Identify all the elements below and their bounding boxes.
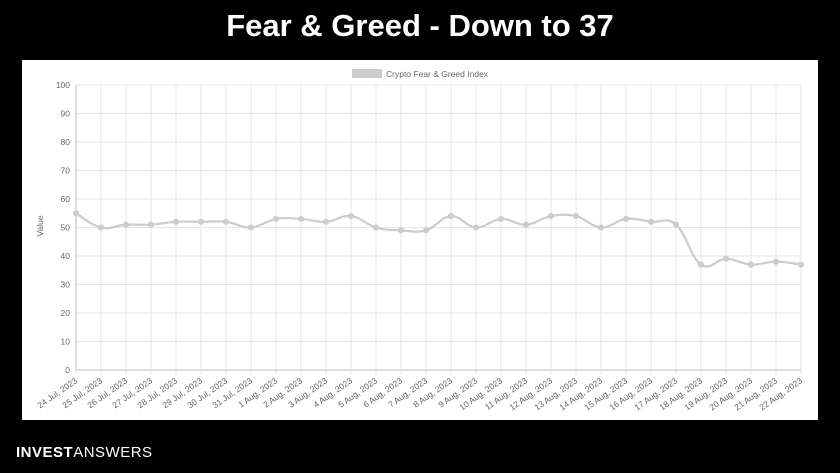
y-tick-label: 100 — [56, 80, 70, 90]
grid-layer — [75, 84, 802, 374]
data-point[interactable] — [272, 215, 280, 223]
data-point[interactable] — [647, 218, 655, 225]
y-tick-label: 50 — [61, 223, 71, 233]
y-tick-label: 90 — [61, 109, 71, 119]
y-axis-title: Value — [35, 215, 45, 236]
data-point[interactable] — [422, 227, 430, 234]
legend-swatch — [352, 69, 382, 78]
data-point[interactable] — [747, 261, 755, 268]
data-point[interactable] — [397, 227, 405, 234]
data-point[interactable] — [472, 224, 480, 231]
data-point[interactable] — [622, 215, 630, 223]
data-point[interactable] — [447, 213, 455, 220]
brand-part-answers: ANSWERS — [73, 444, 153, 461]
brand-part-invest: INVEST — [16, 444, 74, 461]
data-point[interactable] — [122, 221, 130, 228]
data-point[interactable] — [247, 224, 255, 231]
data-point[interactable] — [172, 218, 180, 225]
data-point[interactable] — [72, 210, 80, 217]
data-point[interactable] — [322, 218, 330, 225]
data-point[interactable] — [347, 213, 355, 220]
brand-logo: INVESTANSWERS — [16, 444, 153, 462]
slide-title: Fear & Greed - Down to 37 — [226, 8, 614, 43]
legend-label: Crypto Fear & Greed Index — [386, 69, 489, 79]
data-point[interactable] — [572, 213, 580, 220]
chart-panel: 0 10 20 30 40 50 60 70 80 90 100 24 Jul, 2023 25 Jul… — [22, 60, 818, 420]
data-point[interactable] — [547, 213, 555, 220]
data-point[interactable] — [672, 221, 680, 228]
data-point[interactable] — [297, 215, 305, 223]
data-point[interactable] — [722, 255, 730, 262]
y-tick-label: 20 — [61, 308, 71, 318]
legend: Crypto Fear & Greed Index — [352, 69, 489, 79]
y-tick-label: 30 — [61, 280, 71, 290]
y-tick-label: 0 — [65, 365, 70, 375]
series-layer — [72, 210, 805, 268]
data-point[interactable] — [772, 258, 780, 265]
data-point[interactable] — [797, 261, 805, 268]
data-point[interactable] — [372, 224, 380, 231]
y-tick-label: 40 — [61, 251, 71, 261]
y-tick-label: 10 — [61, 337, 71, 347]
data-point[interactable] — [522, 221, 530, 228]
data-point[interactable] — [97, 224, 105, 231]
y-tick-label: 60 — [61, 194, 71, 204]
series-line — [75, 212, 802, 268]
data-point[interactable] — [597, 224, 605, 231]
data-point[interactable] — [222, 218, 230, 225]
data-point[interactable] — [497, 215, 505, 223]
data-point[interactable] — [197, 218, 205, 225]
data-point[interactable] — [697, 261, 705, 268]
y-tick-label: 80 — [61, 137, 71, 147]
y-tick-label: 70 — [61, 166, 71, 176]
data-point[interactable] — [147, 221, 155, 228]
